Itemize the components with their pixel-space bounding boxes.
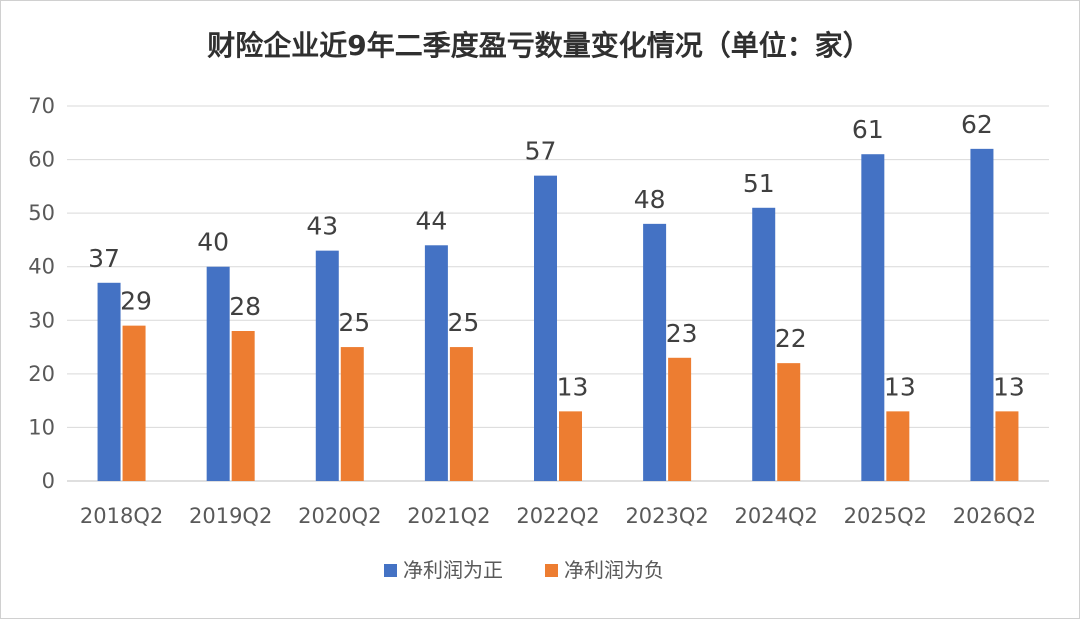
- y-tick-label: 30: [28, 308, 55, 332]
- bar-positive: [424, 245, 448, 481]
- x-tick-label: 2025Q2: [844, 504, 927, 528]
- x-tick-label: 2019Q2: [189, 504, 272, 528]
- y-tick-label: 40: [28, 255, 55, 279]
- x-tick-label: 2026Q2: [953, 504, 1036, 528]
- data-label: 48: [634, 185, 666, 214]
- data-label: 40: [197, 228, 229, 257]
- data-label: 13: [993, 372, 1025, 401]
- data-label: 51: [743, 169, 775, 198]
- data-label: 43: [306, 212, 338, 241]
- data-label: 62: [961, 110, 993, 139]
- bar-positive: [534, 175, 557, 481]
- y-tick-label: 10: [28, 415, 55, 439]
- y-tick-label: 0: [42, 469, 55, 493]
- x-tick-label: 2022Q2: [516, 504, 599, 528]
- x-tick-label: 2018Q2: [80, 504, 163, 528]
- bar-negative: [886, 411, 910, 481]
- legend-label: 净利润为负: [564, 558, 664, 582]
- bar-positive: [315, 250, 339, 481]
- grid-lines: [67, 105, 1049, 482]
- bar-negative: [995, 411, 1019, 481]
- x-axis: 2018Q2 2019Q2 2020Q2 2021Q2 2022Q2 2023Q2 2024…: [80, 504, 1036, 528]
- bar-negative: [340, 347, 364, 481]
- bar-negative: [777, 363, 801, 481]
- y-tick-label: 70: [28, 94, 55, 118]
- bar-positive: [861, 154, 885, 481]
- x-tick-label: 2023Q2: [625, 504, 708, 528]
- data-label: 29: [120, 287, 152, 316]
- data-label: 13: [557, 372, 589, 401]
- legend-swatch: [545, 564, 558, 577]
- x-tick-label: 2021Q2: [407, 504, 490, 528]
- data-label: 57: [525, 137, 557, 166]
- legend-label: 净利润为正: [403, 558, 503, 582]
- bar-positive: [206, 266, 230, 481]
- bar-negative: [231, 331, 255, 481]
- data-label: 44: [415, 206, 447, 235]
- bar-negative: [668, 357, 692, 481]
- legend-swatch: [384, 564, 397, 577]
- bars: [97, 148, 1019, 482]
- y-tick-label: 50: [28, 201, 55, 225]
- chart-title: 财险企业近9年二季度盈亏数量变化情况（单位：家）: [207, 29, 871, 62]
- y-tick-label: 60: [28, 148, 55, 172]
- y-tick-label: 20: [28, 362, 55, 386]
- data-label: 37: [88, 244, 120, 273]
- data-label: 61: [852, 115, 884, 144]
- bar-positive: [97, 282, 121, 481]
- data-label: 23: [666, 319, 698, 348]
- x-tick-label: 2024Q2: [735, 504, 818, 528]
- y-axis: 0 10 20 30 40 50 60 70: [28, 94, 55, 493]
- bar-positive: [970, 148, 994, 481]
- bar-positive: [643, 223, 667, 481]
- bar-negative: [122, 325, 146, 481]
- data-label: 13: [884, 372, 916, 401]
- data-label: 25: [338, 308, 370, 337]
- data-label: 28: [229, 292, 261, 321]
- x-tick-label: 2020Q2: [298, 504, 381, 528]
- data-label: 22: [775, 324, 807, 353]
- bar-positive: [752, 207, 776, 482]
- bar-negative: [449, 347, 473, 481]
- data-label: 25: [447, 308, 479, 337]
- bar-negative: [559, 411, 582, 481]
- legend: 净利润为正 净利润为负: [384, 558, 664, 582]
